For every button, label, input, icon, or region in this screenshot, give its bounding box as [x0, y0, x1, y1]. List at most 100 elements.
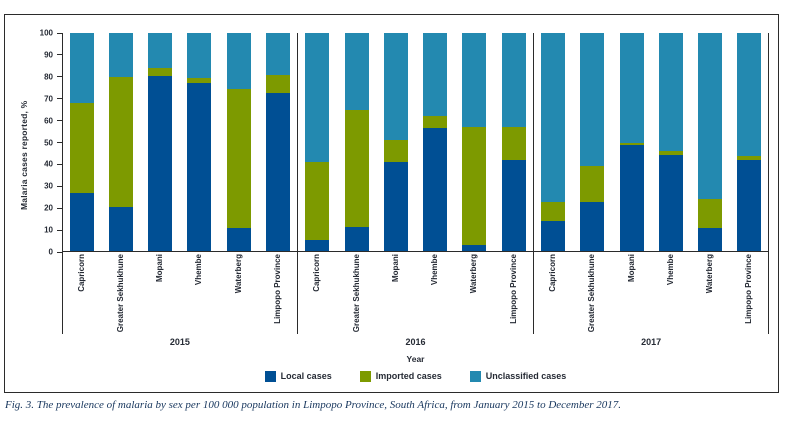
bar-segment-local-cases [305, 239, 330, 252]
label-slot-2017-mopani: Mopani [612, 254, 651, 338]
bar-slot-2015-limpopo-province [258, 33, 297, 252]
x-category-label-waterberg: Waterberg [233, 254, 243, 294]
x-category-label-vhembe: Vhembe [665, 254, 675, 286]
bar-slot-2017-waterberg [690, 33, 729, 252]
bar-slot-2017-limpopo-province [730, 33, 769, 252]
bar-segment-unclassified-cases [305, 33, 330, 163]
x-category-label-greater-sekhukhune: Greater Sekhukhune [587, 254, 597, 333]
x-category-label-limpopo-province: Limpopo Province [508, 254, 518, 324]
label-slot-2016-mopani: Mopani [376, 254, 415, 338]
bar-segment-local-cases [148, 75, 173, 252]
y-tick-100: 100 [40, 29, 62, 38]
x-category-labels: Capricorn Greater Sekhukhune Mopani Vhembe W… [62, 254, 769, 338]
bar-segment-local-cases [69, 192, 94, 252]
bar-segment-local-cases [619, 144, 644, 252]
label-slot-2016-capricorn: Capricorn [298, 254, 337, 338]
y-tick-label-0: 0 [48, 247, 53, 257]
bar-2017-capricorn [540, 33, 565, 252]
bar-segment-imported-cases [305, 162, 330, 240]
bar-segment-unclassified-cases [108, 33, 133, 77]
bar-slot-2016-capricorn [298, 33, 337, 252]
y-axis-title: Malaria cases reported, % [19, 100, 29, 210]
x-axis-title: Year [406, 354, 425, 364]
y-tick-20: 20 [44, 204, 62, 213]
x-category-label-waterberg: Waterberg [469, 254, 479, 294]
bar-segment-local-cases [658, 154, 683, 252]
group-separator-2016-2017 [533, 33, 534, 334]
year-label-2016: 2016 [405, 337, 426, 347]
bar-segment-local-cases [501, 160, 526, 252]
y-tick-0: 0 [49, 248, 62, 257]
label-group-2017: Capricorn Greater Sekhukhune Mopani Vhembe W… [533, 254, 769, 338]
bar-slot-2016-limpopo-province [494, 33, 533, 252]
x-category-label-vhembe: Vhembe [430, 254, 440, 286]
bar-2015-mopani [148, 33, 173, 252]
y-tick-label-40: 40 [44, 159, 53, 169]
label-slot-2016-greater-sekhukhune: Greater Sekhukhune [337, 254, 376, 338]
bar-segment-unclassified-cases [226, 33, 251, 89]
x-category-label-greater-sekhukhune: Greater Sekhukhune [115, 254, 125, 333]
bar-slot-2015-mopani [141, 33, 180, 252]
year-label-2017: 2017 [641, 337, 662, 347]
y-tick-label-50: 50 [44, 138, 53, 147]
bar-slot-2015-capricorn [62, 33, 101, 252]
bar-slot-2017-vhembe [651, 33, 690, 252]
legend-item-unclassified-cases: Unclassified cases [469, 370, 566, 382]
bar-group-2016 [298, 33, 534, 252]
bar-segment-local-cases [108, 207, 133, 252]
bar-segment-local-cases [226, 227, 251, 252]
plot-area: 0 10 20 30 40 50 60 70 80 90 100 [40, 29, 769, 257]
bar-segment-unclassified-cases [501, 33, 526, 128]
bar-slot-2017-capricorn [533, 33, 572, 252]
bar-segment-local-cases [462, 245, 487, 252]
legend-swatch-imported-cases [359, 370, 371, 382]
bar-segment-unclassified-cases [344, 33, 369, 110]
bar-segment-imported-cases [266, 74, 291, 94]
label-group-2016: Capricorn Greater Sekhukhune Mopani Vhembe W… [298, 254, 534, 338]
bar-segment-imported-cases [658, 151, 683, 155]
bar-2017-limpopo-province [737, 33, 762, 252]
x-category-label-waterberg: Waterberg [705, 254, 715, 294]
bar-segment-unclassified-cases [619, 33, 644, 143]
bar-segment-imported-cases [619, 142, 644, 145]
bar-2016-limpopo-province [501, 33, 526, 252]
bar-segment-imported-cases [108, 76, 133, 208]
bar-2015-limpopo-province [266, 33, 291, 252]
label-slot-2016-waterberg: Waterberg [455, 254, 494, 338]
bar-segment-unclassified-cases [187, 33, 212, 78]
bar-segment-local-cases [383, 162, 408, 252]
x-category-label-capricorn: Capricorn [547, 254, 557, 292]
y-tick-50: 50 [44, 138, 62, 147]
y-tick-70: 70 [44, 94, 62, 103]
bar-segment-unclassified-cases [69, 33, 94, 104]
bar-segment-unclassified-cases [383, 33, 408, 141]
year-labels: 2015 2016 2017 [62, 337, 769, 347]
label-slot-2017-capricorn: Capricorn [533, 254, 572, 338]
legend: Local cases Imported cases Unclassified ca… [62, 369, 769, 383]
bar-segment-unclassified-cases [462, 33, 487, 128]
plot-right-edge-line [768, 33, 769, 334]
bar-slot-2015-greater-sekhukhune [101, 33, 140, 252]
x-category-label-vhembe: Vhembe [194, 254, 204, 286]
bar-slot-2016-vhembe [416, 33, 455, 252]
bar-slot-2016-greater-sekhukhune [337, 33, 376, 252]
bar-segment-local-cases [187, 83, 212, 252]
bar-2017-waterberg [698, 33, 723, 252]
x-category-label-limpopo-province: Limpopo Province [744, 254, 754, 324]
y-tick-label-60: 60 [44, 116, 53, 126]
bar-segment-unclassified-cases [423, 33, 448, 117]
bar-segment-local-cases [698, 227, 723, 252]
bar-segment-imported-cases [383, 140, 408, 163]
bar-slot-2016-waterberg [455, 33, 494, 252]
y-tick-40: 40 [44, 160, 62, 169]
label-slot-2017-waterberg: Waterberg [690, 254, 729, 338]
bar-segment-imported-cases [69, 103, 94, 193]
bar-segment-local-cases [423, 128, 448, 252]
x-category-label-capricorn: Capricorn [312, 254, 322, 292]
legend-item-local-cases: Local cases [264, 370, 332, 382]
legend-label-imported-cases: Imported cases [375, 371, 442, 381]
label-group-2015: Capricorn Greater Sekhukhune Mopani Vhembe W… [62, 254, 298, 338]
bar-2015-greater-sekhukhune [108, 33, 133, 252]
bar-segment-imported-cases [540, 201, 565, 222]
